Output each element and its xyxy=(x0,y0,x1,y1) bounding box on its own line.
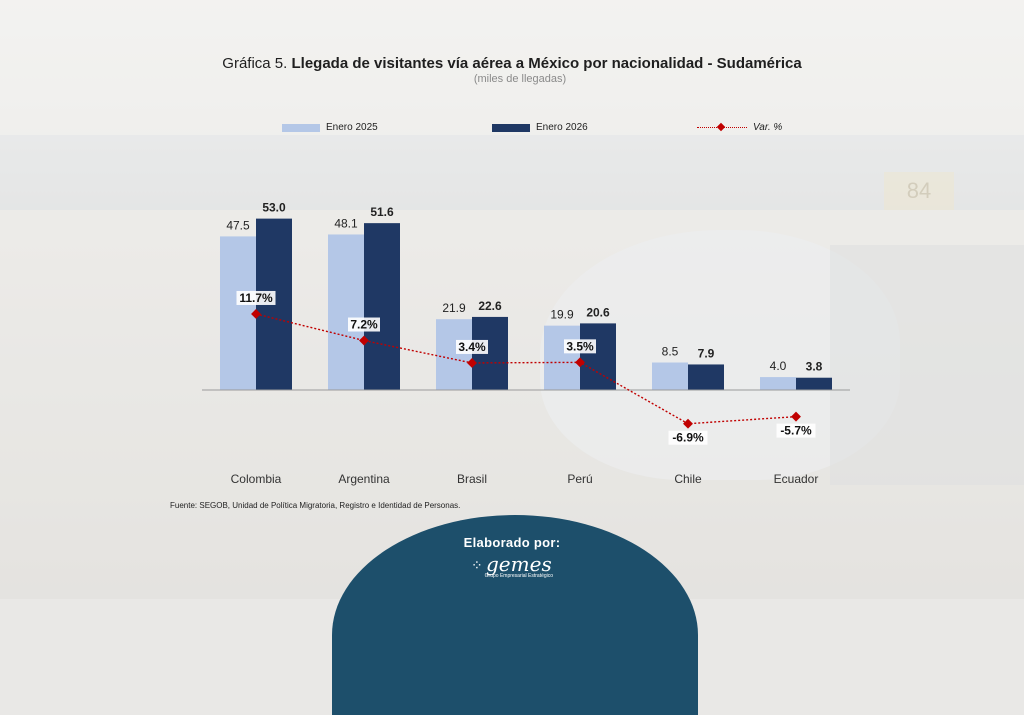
bar-2026-perú xyxy=(580,323,616,390)
data-label-2026: 7.9 xyxy=(698,346,715,360)
chart-title-main: Llegada de visitantes vía aérea a México… xyxy=(291,55,802,72)
background-photo: 84 xyxy=(0,0,1024,599)
var-label-bg xyxy=(456,339,488,354)
bar-2026-chile xyxy=(688,364,724,390)
data-label-2025: 4.0 xyxy=(770,359,787,373)
var-label-bg xyxy=(564,339,596,354)
x-tick-label: Perú xyxy=(567,472,592,486)
background-sky xyxy=(0,0,1024,140)
var-label-bg xyxy=(776,423,816,438)
source-note: Fuente: SEGOB, Unidad de Política Migrat… xyxy=(170,501,461,510)
var-data-label: 11.7% xyxy=(239,291,273,305)
var-data-label: -5.7% xyxy=(780,424,812,438)
var-point-chile xyxy=(683,418,693,429)
data-label-2026: 51.6 xyxy=(370,205,394,219)
bar-2025-chile xyxy=(652,362,688,390)
legend-label-2025: Enero 2025 xyxy=(326,122,378,133)
chart-subtitle: (miles de llegadas) xyxy=(473,73,567,85)
var-line xyxy=(255,313,797,425)
bar-2025-ecuador xyxy=(760,377,796,390)
data-label-2026: 3.8 xyxy=(806,360,823,374)
x-tick-label: Argentina xyxy=(338,472,390,486)
data-label-2025: 47.5 xyxy=(226,218,250,232)
logo-name: gemes xyxy=(486,552,552,576)
background-terminal xyxy=(0,135,1024,210)
var-data-label: 3.4% xyxy=(458,340,486,354)
data-label-2025: 8.5 xyxy=(662,345,679,359)
var-data-label: -6.9% xyxy=(672,431,704,445)
var-data-label: 7.2% xyxy=(350,318,378,332)
data-label-2025: 48.1 xyxy=(334,216,358,230)
x-tick-label: Ecuador xyxy=(774,472,819,486)
background-gate-sign: 84 xyxy=(884,172,954,210)
x-tick-label: Colombia xyxy=(231,472,282,486)
legend-swatch-2025 xyxy=(282,123,320,132)
legend-line-marker-icon xyxy=(697,123,747,133)
var-point-perú xyxy=(575,357,585,368)
bar-2026-ecuador xyxy=(796,377,832,390)
gemes-logo: ⁘ gemes Grupo Empresarial Estratégico xyxy=(471,552,553,579)
data-label-2026: 22.6 xyxy=(478,299,502,313)
legend-item-var: Var. % xyxy=(697,122,782,133)
bar-2025-argentina xyxy=(328,234,364,390)
var-point-argentina xyxy=(359,335,369,346)
chart-title: Gráfica 5. Llegada de visitantes vía aér… xyxy=(0,55,1024,72)
x-tick-label: Chile xyxy=(674,472,702,486)
legend-item-2025: Enero 2025 xyxy=(282,122,378,133)
legend-label-var: Var. % xyxy=(753,122,783,133)
data-label-2026: 20.6 xyxy=(586,305,610,319)
background-overlay xyxy=(0,0,1024,599)
chart-title-prefix: Gráfica 5. xyxy=(222,55,292,72)
x-tick-label: Brasil xyxy=(457,472,487,486)
data-label-2025: 21.9 xyxy=(442,301,466,315)
var-label-bg xyxy=(348,317,380,332)
var-label-bg xyxy=(668,430,708,445)
logo-tagline: Grupo Empresarial Estratégico xyxy=(484,573,554,579)
background-jet-bridge xyxy=(830,245,1024,485)
bar-2025-perú xyxy=(544,325,580,390)
var-label-bg xyxy=(236,290,276,305)
bar-2025-brasil xyxy=(436,319,472,390)
var-point-colombia xyxy=(251,309,261,319)
var-data-label: 3.5% xyxy=(566,339,594,353)
var-point-ecuador xyxy=(791,411,801,422)
credit-block: Elaborado por: ⁘ gemes Grupo Empresarial… xyxy=(0,535,1024,579)
legend-label-2026: Enero 2026 xyxy=(536,122,588,133)
var-point-brasil xyxy=(467,357,477,368)
legend-item-2026: Enero 2026 xyxy=(492,122,588,133)
chart-plot: 47.5 53.0 Colombia 48.1 51.6 Argentina 21.9 22.… xyxy=(202,201,850,486)
legend-swatch-2026 xyxy=(492,123,530,132)
bar-2026-argentina xyxy=(364,223,400,390)
bar-2025-colombia xyxy=(220,236,256,390)
logo-dots-icon: ⁘ xyxy=(470,557,483,573)
data-label-2025: 19.9 xyxy=(550,308,574,322)
data-label-2026: 53.0 xyxy=(262,201,286,215)
credit-label: Elaborado por: xyxy=(463,535,561,550)
